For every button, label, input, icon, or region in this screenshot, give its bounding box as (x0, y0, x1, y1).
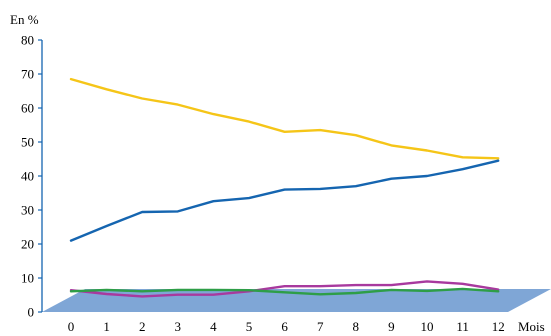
x-axis-title: Mois (518, 319, 545, 334)
x-tick-label: 5 (246, 319, 253, 334)
series-line-3 (69, 280, 500, 298)
y-tick-label: 40 (21, 169, 34, 184)
x-tick-label: 1 (103, 319, 110, 334)
y-tick-label: 30 (21, 203, 34, 218)
x-tick-label: 10 (421, 319, 434, 334)
x-tick-label: 3 (175, 319, 182, 334)
y-tick-label: 10 (21, 271, 34, 286)
series-line-2 (69, 159, 500, 242)
x-tick-label: 12 (492, 319, 505, 334)
x-tick-label: 0 (68, 319, 75, 334)
x-tick-label: 4 (210, 319, 217, 334)
x-tick-label: 8 (353, 319, 360, 334)
y-axis-title: En % (10, 12, 39, 27)
y-tick-label: 50 (21, 135, 34, 150)
x-tick-label: 6 (281, 319, 288, 334)
series-layer (69, 77, 500, 298)
y-tick-label: 70 (21, 67, 34, 82)
y-tick-label: 0 (28, 305, 35, 320)
y-axis-ticks: 0 10 20 30 40 50 60 70 80 (21, 33, 42, 320)
series-line-1 (69, 77, 500, 160)
y-tick-label: 20 (21, 237, 34, 252)
x-tick-label: 2 (139, 319, 146, 334)
y-tick-label: 60 (21, 101, 34, 116)
series-line-4 (69, 287, 500, 296)
x-tick-label: 7 (317, 319, 324, 334)
x-axis-ticks: 0 1 2 3 4 5 6 7 8 9 10 11 12 (68, 319, 505, 334)
y-tick-label: 80 (21, 33, 34, 48)
x-tick-label: 9 (388, 319, 395, 334)
x-tick-label: 11 (456, 319, 469, 334)
